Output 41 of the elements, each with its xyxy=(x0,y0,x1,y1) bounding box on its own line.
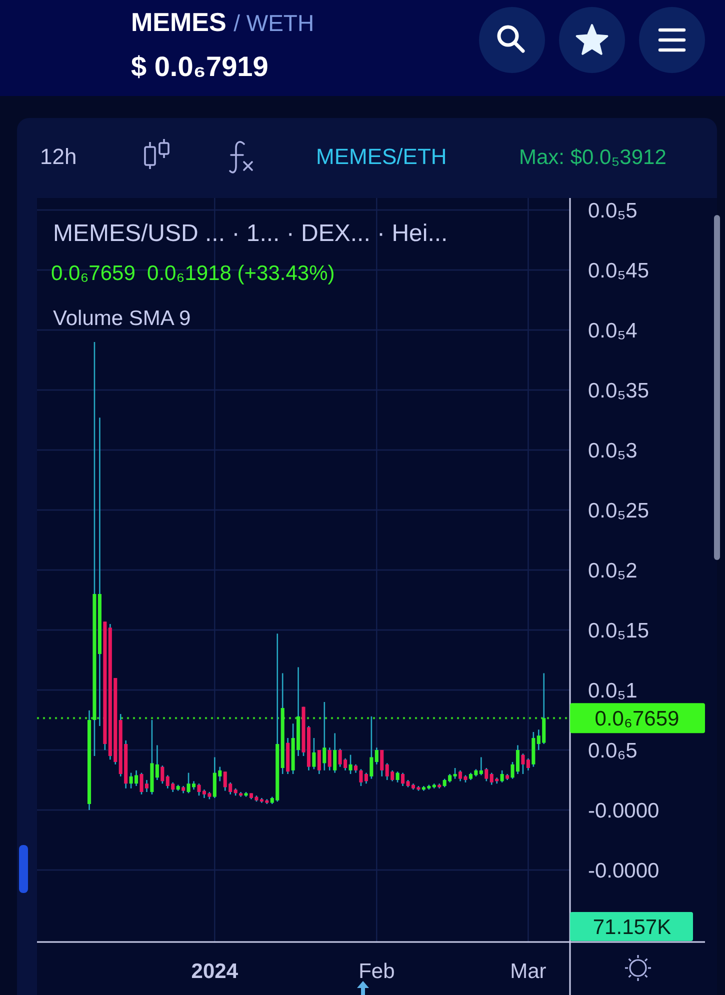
x-tick-label: Mar xyxy=(510,960,546,983)
text: 71.157K xyxy=(592,916,672,939)
candlestick xyxy=(348,754,352,775)
chart-subtitle: $ 0.0₆7919 xyxy=(131,51,268,82)
candlestick xyxy=(333,732,337,774)
y-tick-label: 0.0₅5 xyxy=(588,199,638,222)
y-tick-label: 0.0₆5 xyxy=(588,739,638,762)
text: 12h xyxy=(40,144,77,169)
candlestick xyxy=(312,737,316,770)
candlestick xyxy=(160,764,164,784)
annotation: MEMES/USD ... · 1... · DEX... · Hei... xyxy=(53,220,448,247)
text: Max: $0.0₅3912 xyxy=(519,146,666,169)
y-tick-label: 0.0₅25 xyxy=(588,499,650,522)
y-tick-label: 0.0₅15 xyxy=(588,619,650,642)
x-tick-label: Feb xyxy=(358,960,395,983)
candlestick xyxy=(521,752,525,775)
chart-title: MEMES / WETH xyxy=(131,7,314,37)
candlestick xyxy=(374,746,378,766)
y-tick-label: 0.0₅1 xyxy=(588,679,638,702)
y-tick-label: -0.0000 xyxy=(588,859,660,882)
text: MEMES/ETH xyxy=(316,144,447,169)
y-tick-label: 0.0₅45 xyxy=(588,259,650,282)
y-tick-label: 0.0₅3 xyxy=(588,439,638,462)
candlestick xyxy=(396,770,400,784)
candlestick xyxy=(500,770,504,784)
y-tick-label: 0.0₅2 xyxy=(588,559,638,582)
annotation: 0.0₆7659 0.0₆1918 (+33.43%) xyxy=(51,262,335,285)
candlestick xyxy=(155,744,159,781)
candlestick xyxy=(484,767,488,782)
y-tick-label: 0.0₅4 xyxy=(588,319,638,342)
candlestick xyxy=(380,749,384,778)
ref-line-label: 0.0₆7659 xyxy=(594,707,680,730)
y-tick-label: -0.0000 xyxy=(588,799,660,822)
annotation: Volume SMA 9 xyxy=(53,307,191,330)
candlestick xyxy=(479,756,483,776)
candlestick xyxy=(453,767,457,780)
candlestick xyxy=(526,758,530,772)
candlestick xyxy=(317,749,321,775)
x-tick-label: 2024 xyxy=(191,960,238,983)
y-tick-label: 0.0₅35 xyxy=(588,379,650,402)
candlestick xyxy=(328,746,332,772)
